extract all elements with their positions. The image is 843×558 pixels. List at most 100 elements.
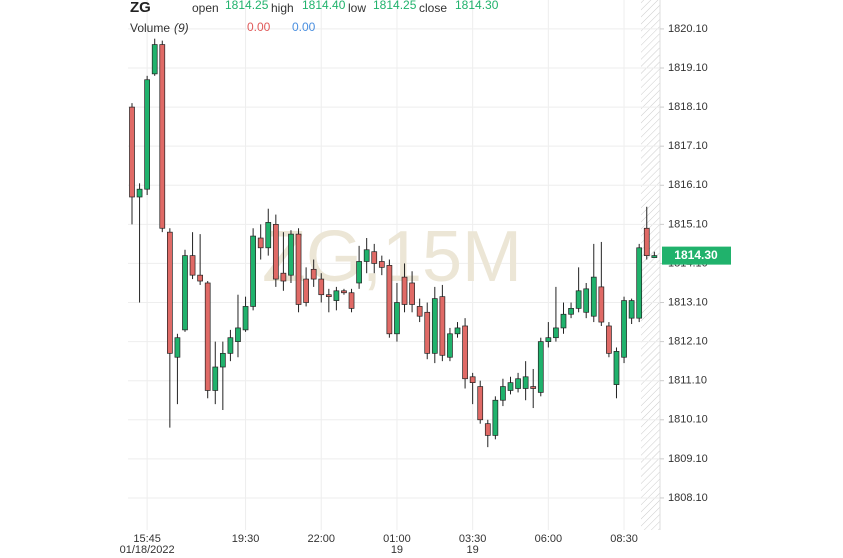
- x-tick-sublabel: 19: [391, 544, 403, 556]
- candle-body: [613, 351, 620, 385]
- candle-body: [643, 227, 650, 256]
- candle-body: [325, 294, 332, 298]
- candle-body: [333, 290, 340, 301]
- x-tick-label: 06:00: [535, 533, 563, 545]
- candle-body: [530, 386, 537, 389]
- candle-body: [454, 327, 461, 335]
- candle-body: [356, 261, 362, 284]
- candle-body: [651, 255, 658, 258]
- candle-body: [492, 399, 499, 436]
- x-tick-label: 22:00: [307, 533, 335, 545]
- candle-body: [303, 278, 309, 303]
- candle-body: [159, 44, 166, 229]
- candle-body: [522, 376, 529, 389]
- grid: [128, 0, 660, 530]
- candle-body: [545, 337, 552, 342]
- y-tick-label: 1809.10: [668, 453, 708, 465]
- candle-body: [227, 337, 234, 354]
- candle-body: [363, 249, 370, 262]
- x-tick-label: 19:30: [232, 533, 260, 545]
- candle-body: [606, 325, 612, 354]
- future-area: [641, 0, 660, 530]
- y-tick-label: 1816.10: [668, 179, 708, 191]
- y-tick-label: 1811.10: [668, 375, 707, 387]
- candle-body: [235, 327, 241, 342]
- last-price-label: 1814.30: [674, 248, 718, 262]
- volume-period: (9): [174, 21, 189, 35]
- x-tick-sublabel: 19: [467, 544, 479, 556]
- candle-body: [182, 255, 188, 331]
- x-tick-sublabel: 01/18/2022: [120, 544, 175, 556]
- candle-body: [409, 282, 415, 305]
- candle-body: [439, 296, 446, 356]
- high-label: high: [271, 1, 294, 15]
- y-tick-label: 1817.10: [668, 140, 708, 152]
- y-tick-label: 1812.10: [668, 336, 708, 348]
- close-label: close: [419, 1, 447, 15]
- open-label: open: [192, 1, 219, 15]
- last-price-tag: [662, 246, 731, 265]
- candle-body: [204, 282, 211, 391]
- candle-body: [197, 274, 203, 282]
- candle-body: [560, 313, 567, 329]
- candle-body: [424, 311, 431, 354]
- candle-body: [341, 290, 347, 294]
- candle-body: [386, 265, 393, 335]
- y-tick-label: 1819.10: [668, 62, 708, 74]
- candle-body: [462, 325, 468, 380]
- x-tick-label: 08:30: [610, 533, 638, 545]
- candle-body: [272, 224, 279, 280]
- high-value: 1814.40: [302, 0, 346, 12]
- open-value: 1814.25: [225, 0, 269, 12]
- y-tick-label: 1808.10: [668, 492, 708, 504]
- x-tick-label: 15:45: [133, 533, 161, 545]
- candle-body: [257, 237, 264, 249]
- low-value: 1814.25: [373, 0, 417, 12]
- header: ZG open 1814.25 high 1814.40 low 1814.25…: [130, 0, 499, 35]
- candle-body: [500, 386, 506, 401]
- y-tick-label: 1810.10: [668, 414, 708, 426]
- low-label: low: [348, 1, 366, 15]
- candle-body: [537, 341, 544, 393]
- candle-body: [151, 44, 158, 75]
- candle-body: [189, 255, 196, 276]
- candle-body: [129, 106, 135, 198]
- candle-body: [575, 290, 582, 309]
- candle-body: [583, 288, 590, 313]
- candle-body: [507, 382, 514, 391]
- candle-body: [568, 308, 574, 315]
- volume-label: Volume: [130, 21, 170, 35]
- candle-body: [553, 327, 559, 339]
- candle-body: [318, 278, 325, 296]
- candle-body: [484, 423, 491, 436]
- candle-body: [431, 298, 438, 354]
- volume-value: 0.00: [292, 20, 316, 34]
- candle-body: [515, 378, 521, 389]
- candle-body: [621, 300, 627, 358]
- candle-body: [265, 222, 272, 249]
- x-tick-label: 01:00: [383, 533, 411, 545]
- candle-body: [174, 337, 181, 358]
- candle-body: [636, 247, 643, 319]
- candle-body: [371, 251, 378, 264]
- candle-body: [212, 366, 219, 391]
- candles: [129, 38, 658, 448]
- candle-body: [348, 292, 355, 309]
- y-tick-label: 1818.10: [668, 101, 708, 113]
- volume-value: 0.00: [247, 20, 271, 34]
- candle-body: [310, 268, 317, 280]
- axes: 1808.10 1809.10 1810.10 1811.10 1812.10 1813.…: [120, 23, 731, 556]
- candle-body: [394, 302, 400, 335]
- candle-body: [167, 231, 173, 354]
- candle-body: [250, 235, 256, 307]
- y-tick-label: 1820.10: [668, 23, 708, 35]
- candle-body: [469, 376, 476, 383]
- symbol: ZG: [130, 0, 151, 16]
- candle-body: [590, 276, 597, 317]
- candle-body: [598, 286, 605, 323]
- close-value: 1814.30: [455, 0, 499, 12]
- candle-body: [416, 306, 423, 317]
- candle-body: [219, 352, 226, 368]
- candle-body: [401, 276, 408, 305]
